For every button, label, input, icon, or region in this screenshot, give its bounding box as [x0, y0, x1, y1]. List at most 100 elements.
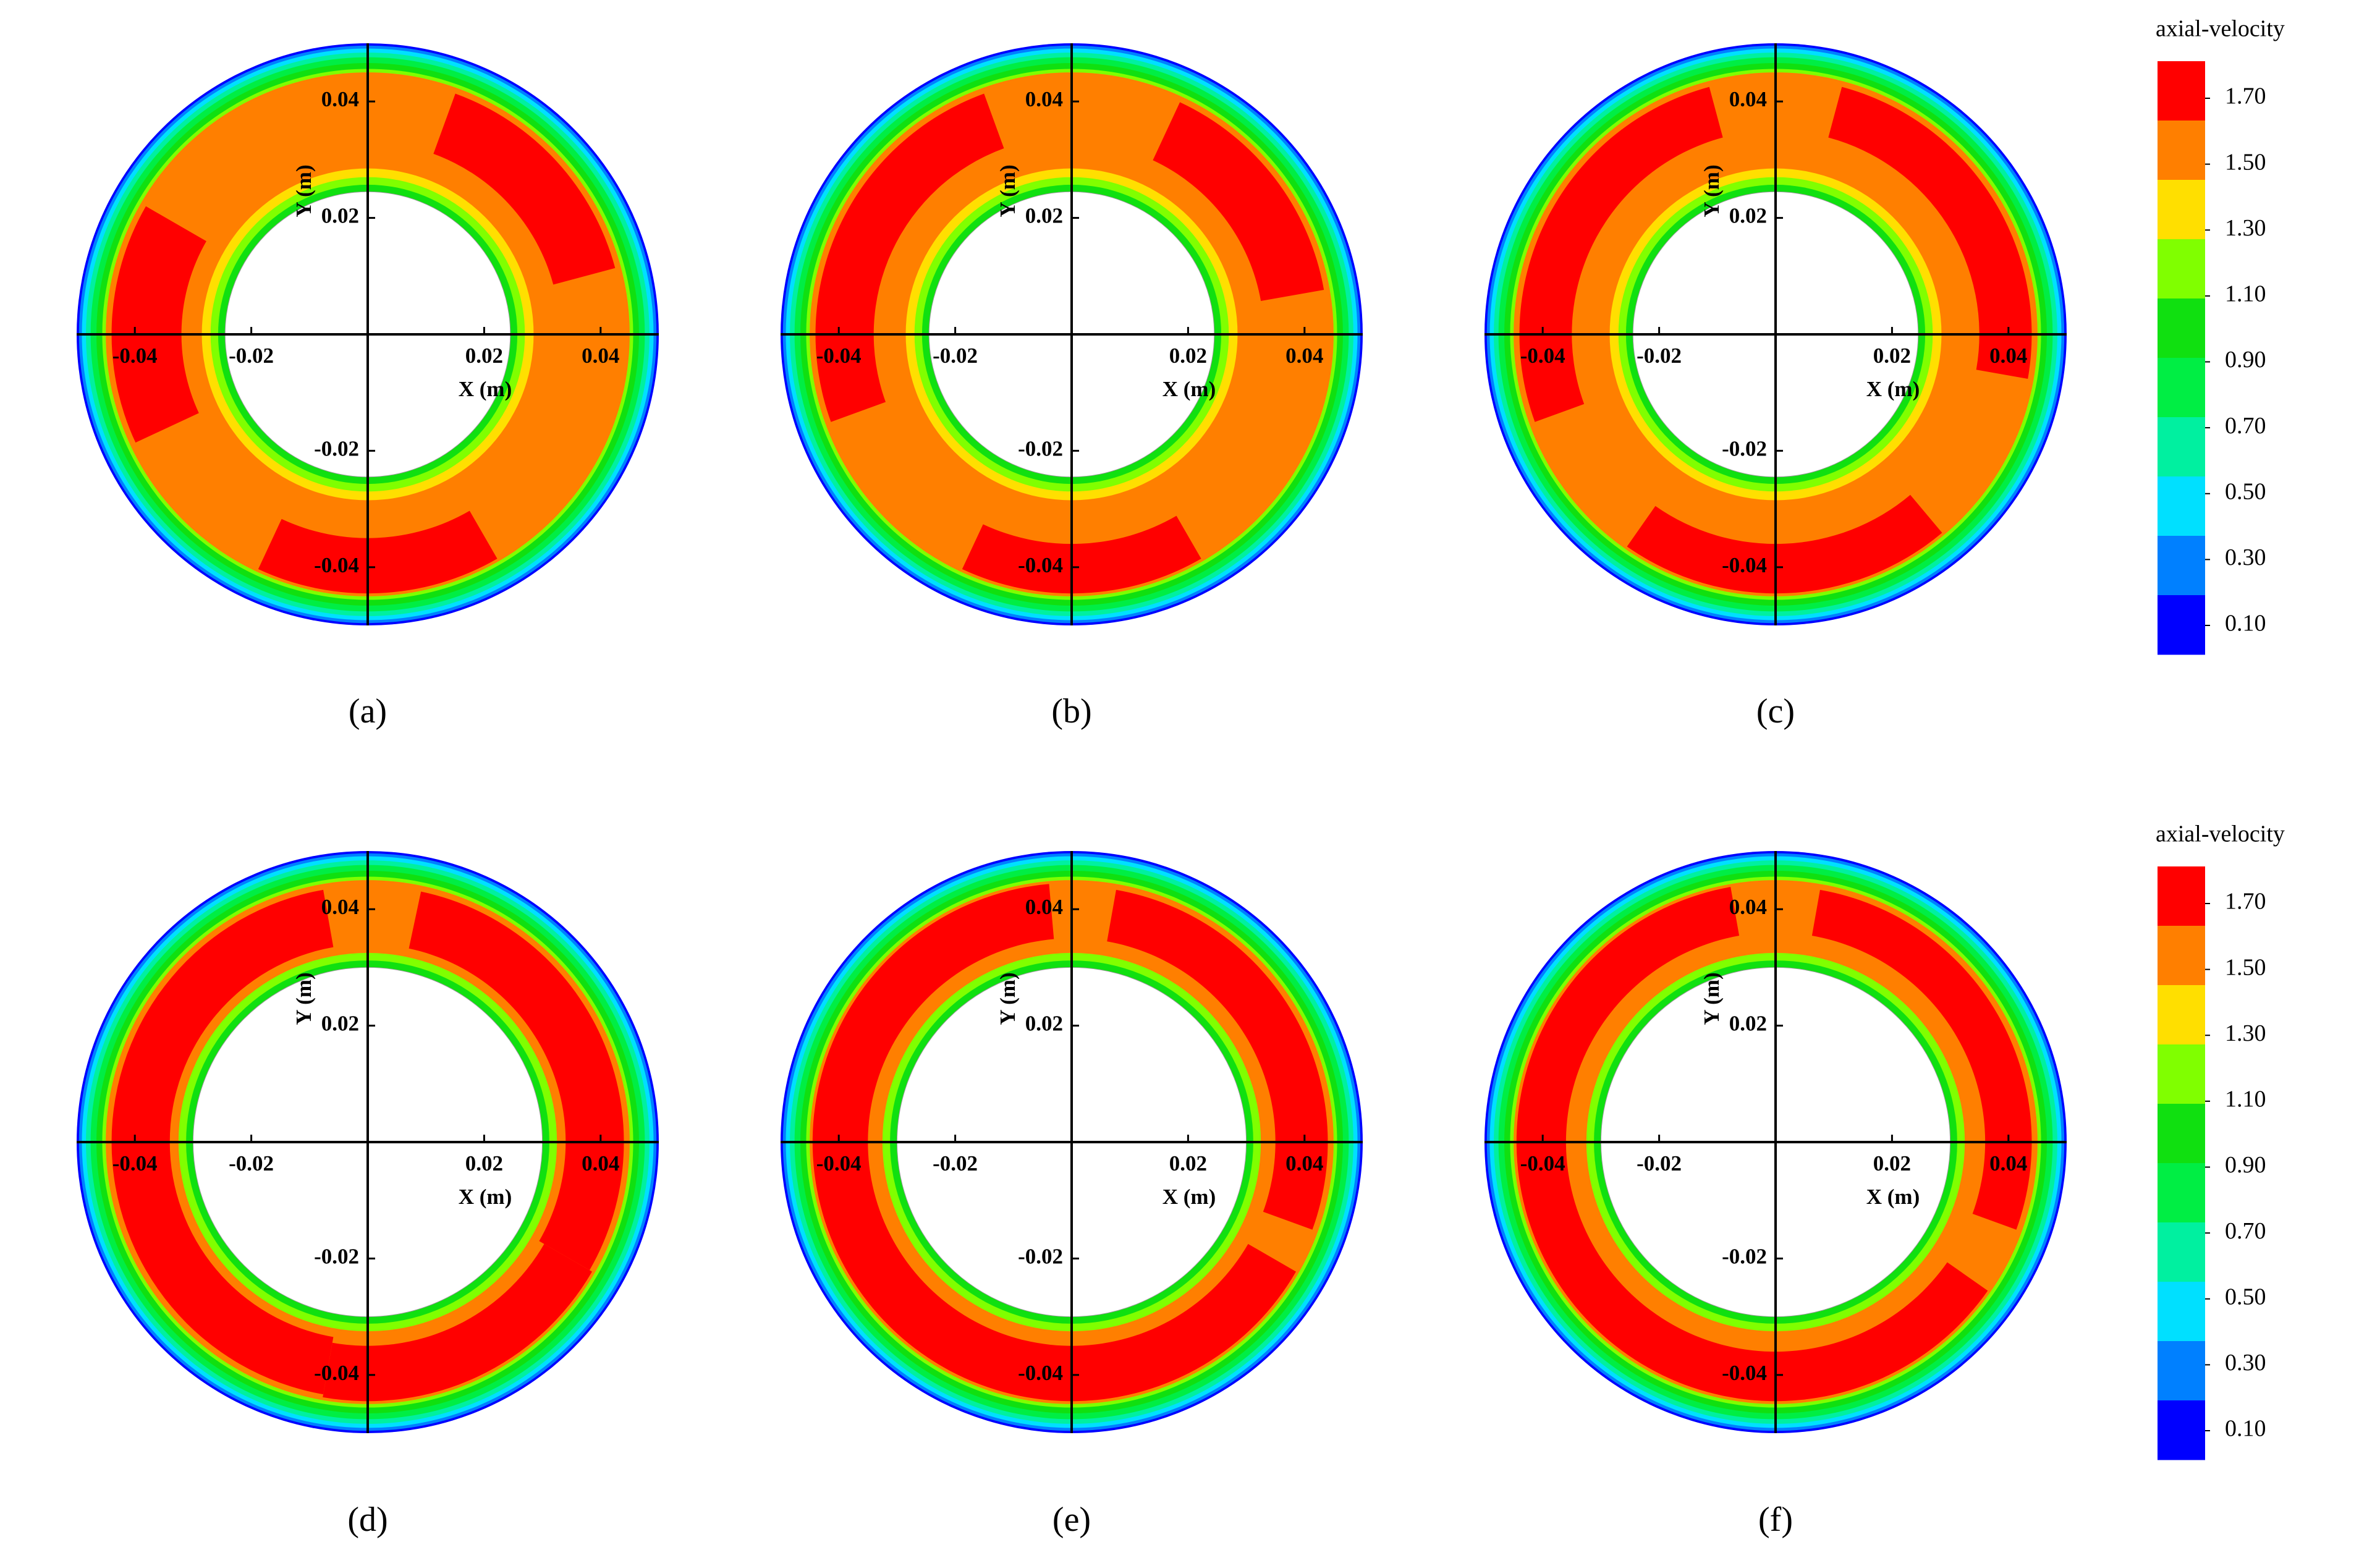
- colorbar-swatch: [2158, 1104, 2205, 1164]
- x-tick-label: -0.02: [229, 344, 274, 368]
- y-tick-label: -0.04: [314, 553, 359, 577]
- colorbar-label: 0.70: [2225, 1218, 2266, 1244]
- y-axis-label: Y (m): [996, 164, 1020, 217]
- y-tick-label: 0.02: [1025, 204, 1063, 228]
- x-tick-label: -0.04: [816, 1151, 862, 1175]
- colorbar-swatch: [2158, 476, 2205, 536]
- contour-band: [409, 891, 624, 1271]
- colorbar-label: 0.70: [2225, 413, 2266, 439]
- contour-band: [258, 510, 498, 594]
- colorbar-label: 0.90: [2225, 347, 2266, 373]
- y-tick-label: 0.04: [1729, 87, 1767, 111]
- contour-band: [815, 93, 1004, 422]
- colorbar-label: 1.10: [2225, 281, 2266, 307]
- y-tick-label: 0.02: [1025, 1012, 1063, 1036]
- caption: (f): [1758, 1501, 1793, 1539]
- colorbar-swatch: [2158, 866, 2205, 926]
- y-axis-label: Y (m): [1700, 972, 1724, 1025]
- colorbar-swatch: [2158, 417, 2205, 477]
- colorbar-label: 0.10: [2225, 1416, 2266, 1442]
- x-tick-label: -0.02: [933, 344, 978, 368]
- x-tick-label: 0.02: [1873, 344, 1911, 368]
- x-axis-label: X (m): [459, 377, 512, 401]
- colorbar-swatch: [2158, 180, 2205, 240]
- y-tick-label: 0.04: [321, 87, 359, 111]
- colorbar-swatch: [2158, 985, 2205, 1045]
- colorbar-title: axial-velocity: [2156, 821, 2285, 847]
- colorbar-swatch: [2158, 1400, 2205, 1460]
- y-tick-label: 0.02: [1729, 204, 1767, 228]
- x-tick-label: -0.04: [112, 1151, 158, 1175]
- contour-band: [1627, 494, 1942, 594]
- contour-band: [1519, 87, 1723, 422]
- y-tick-label: -0.04: [1018, 1361, 1063, 1385]
- contour-band: [962, 515, 1201, 594]
- colorbar-swatch: [2158, 61, 2205, 121]
- x-tick-label: -0.02: [1637, 1151, 1682, 1175]
- x-axis-label: X (m): [1162, 377, 1216, 401]
- caption: (e): [1052, 1501, 1091, 1539]
- contour-band: [1107, 889, 1328, 1230]
- y-axis-label: Y (m): [292, 972, 316, 1025]
- y-tick-label: -0.02: [1018, 1244, 1063, 1268]
- x-tick-label: 0.04: [1285, 1151, 1323, 1175]
- contour-band: [1828, 87, 2032, 379]
- colorbar-label: 1.30: [2225, 215, 2266, 241]
- x-tick-label: -0.04: [1520, 1151, 1565, 1175]
- x-tick-label: -0.04: [816, 344, 862, 368]
- colorbar-label: 1.70: [2225, 83, 2266, 109]
- y-tick-label: 0.02: [321, 204, 359, 228]
- colorbar-label: 0.50: [2225, 478, 2266, 504]
- y-tick-label: 0.02: [321, 1012, 359, 1036]
- x-tick-label: 0.04: [1989, 344, 2027, 368]
- contour-band: [1153, 102, 1324, 302]
- colorbar-swatch: [2158, 595, 2205, 655]
- colorbar-label: 1.30: [2225, 1020, 2266, 1046]
- contour-band: [1811, 889, 2032, 1230]
- y-tick-label: -0.04: [1722, 1361, 1767, 1385]
- x-tick-label: 0.02: [465, 1151, 503, 1175]
- x-tick-label: 0.02: [1169, 344, 1207, 368]
- colorbar-swatch: [2158, 239, 2205, 299]
- x-tick-label: -0.02: [1637, 344, 1682, 368]
- x-tick-label: -0.04: [112, 344, 158, 368]
- y-tick-label: -0.02: [314, 1244, 359, 1268]
- colorbar-swatch: [2158, 926, 2205, 986]
- x-tick-label: 0.04: [1285, 344, 1323, 368]
- x-tick-label: -0.02: [933, 1151, 978, 1175]
- colorbar-swatch: [2158, 1163, 2205, 1223]
- contour-band: [111, 206, 206, 443]
- colorbar-label: 1.70: [2225, 889, 2266, 915]
- x-tick-label: 0.02: [1169, 1151, 1207, 1175]
- caption: (c): [1756, 692, 1795, 730]
- x-tick-label: 0.02: [465, 344, 503, 368]
- y-tick-label: 0.02: [1729, 1012, 1767, 1036]
- y-tick-label: 0.04: [1025, 895, 1063, 919]
- x-axis-label: X (m): [459, 1185, 512, 1209]
- x-tick-label: 0.04: [1989, 1151, 2027, 1175]
- x-axis-label: X (m): [1866, 1185, 1920, 1209]
- colorbar-swatch: [2158, 536, 2205, 596]
- y-tick-label: 0.04: [1729, 895, 1767, 919]
- caption: (b): [1051, 692, 1091, 730]
- colorbar-label: 0.90: [2225, 1152, 2266, 1178]
- colorbar-label: 0.10: [2225, 611, 2266, 637]
- colorbar-title: axial-velocity: [2156, 16, 2285, 42]
- x-tick-label: -0.02: [229, 1151, 274, 1175]
- colorbar-label: 1.50: [2225, 149, 2266, 175]
- y-tick-label: 0.04: [1025, 87, 1063, 111]
- x-axis-label: X (m): [1162, 1185, 1216, 1209]
- x-tick-label: 0.02: [1873, 1151, 1911, 1175]
- y-tick-label: 0.04: [321, 895, 359, 919]
- y-tick-label: -0.02: [1722, 436, 1767, 460]
- colorbar-swatch: [2158, 1341, 2205, 1401]
- y-axis-label: Y (m): [292, 164, 316, 217]
- y-tick-label: -0.04: [1018, 553, 1063, 577]
- colorbar-swatch: [2158, 1282, 2205, 1342]
- y-axis-label: Y (m): [996, 972, 1020, 1025]
- y-tick-label: -0.02: [314, 436, 359, 460]
- y-axis-label: Y (m): [1700, 164, 1724, 217]
- y-tick-label: -0.04: [1722, 553, 1767, 577]
- contour-band: [323, 1243, 593, 1402]
